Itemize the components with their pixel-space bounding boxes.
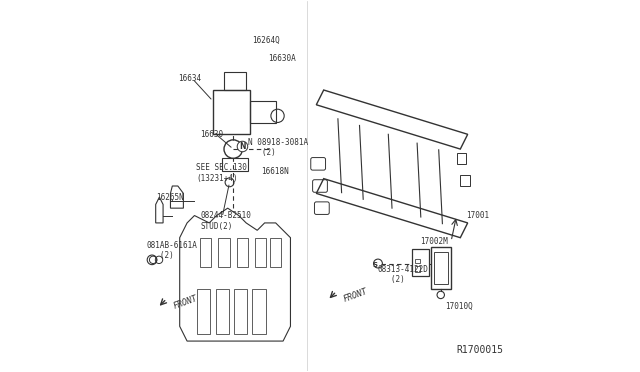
Bar — [431, 247, 451, 289]
Bar — [197, 289, 211, 334]
Bar — [200, 238, 211, 267]
Text: FRONT: FRONT — [172, 294, 199, 311]
Text: 17002M: 17002M — [420, 237, 447, 246]
Bar — [224, 71, 246, 90]
Text: N 08918-3081A
   (2): N 08918-3081A (2) — [248, 138, 308, 157]
Bar — [415, 259, 420, 263]
Bar — [412, 249, 429, 276]
Text: R1700015: R1700015 — [456, 345, 504, 355]
Text: 16634: 16634 — [178, 74, 201, 83]
Text: 08244-B2510
STUD(2): 08244-B2510 STUD(2) — [200, 211, 251, 231]
Bar — [218, 238, 230, 267]
Text: 16265N: 16265N — [156, 193, 184, 202]
Bar — [250, 101, 276, 123]
Text: 16264Q: 16264Q — [252, 36, 280, 45]
Bar — [222, 158, 248, 171]
Text: 17010Q: 17010Q — [445, 301, 474, 311]
Bar — [216, 289, 229, 334]
Bar — [434, 253, 448, 284]
Text: FRONT: FRONT — [342, 286, 369, 304]
Bar — [460, 175, 470, 186]
Text: N: N — [239, 142, 246, 151]
Text: 17001: 17001 — [466, 211, 489, 220]
Text: 081AB-6161A
   (2): 081AB-6161A (2) — [147, 241, 197, 260]
Text: 16618N: 16618N — [261, 167, 289, 176]
Text: 16630A: 16630A — [268, 54, 296, 63]
Text: SEE SEC.130
(13231+4): SEE SEC.130 (13231+4) — [196, 163, 247, 183]
Text: S: S — [372, 262, 377, 267]
Bar — [456, 153, 466, 164]
Bar — [270, 238, 281, 267]
Bar — [415, 266, 420, 272]
Text: 08313-4122D
   (2): 08313-4122D (2) — [377, 265, 428, 284]
Text: 16630: 16630 — [200, 130, 223, 139]
Bar — [237, 238, 248, 267]
Bar — [234, 289, 247, 334]
Bar — [213, 90, 250, 134]
Bar — [255, 238, 266, 267]
Bar — [252, 289, 266, 334]
